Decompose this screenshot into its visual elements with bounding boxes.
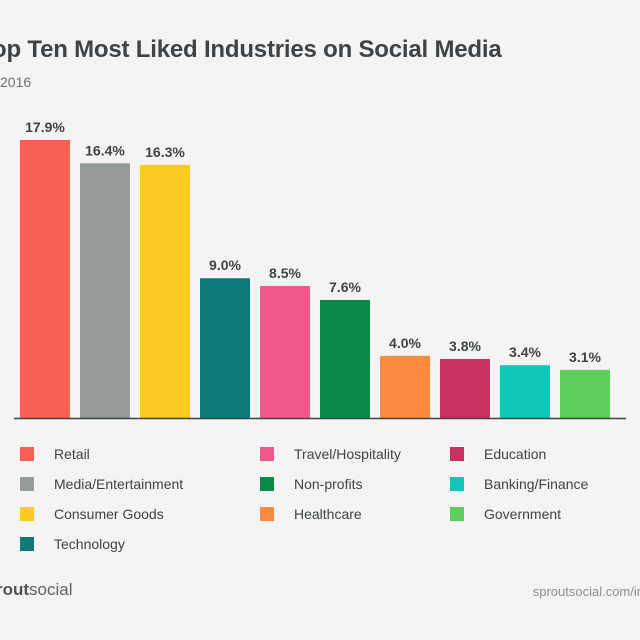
legend-item: Travel/Hospitality — [260, 446, 401, 462]
chart-title: op Ten Most Liked Industries on Social M… — [0, 36, 502, 63]
data-label: 16.4% — [85, 142, 125, 158]
legend-item: Government — [450, 506, 561, 522]
legend-item: Technology — [20, 536, 125, 552]
bar-healthcare — [380, 355, 430, 418]
bar-travel-hospitality — [260, 285, 310, 418]
legend-item: Banking/Finance — [450, 476, 588, 492]
legend-swatch — [450, 477, 464, 491]
legend-label: Media/Entertainment — [54, 476, 184, 492]
legend-label: Consumer Goods — [54, 506, 164, 522]
legend-label: Banking/Finance — [484, 476, 589, 492]
data-label: 4.0% — [389, 335, 421, 351]
legend: Retail Media/Entertainment Consumer Goods T… — [0, 440, 640, 560]
legend-swatch — [260, 447, 274, 461]
legend-swatch — [20, 507, 34, 521]
bar-government — [560, 369, 610, 418]
brand-bold-text: rout — [0, 580, 30, 599]
bar-retail — [20, 140, 70, 418]
legend-swatch — [20, 537, 34, 551]
legend-label: Education — [484, 446, 547, 462]
bar-media-entertainment — [80, 163, 130, 418]
data-label: 3.4% — [509, 344, 541, 360]
data-label: 17.9% — [25, 119, 65, 135]
legend-item: Non-profits — [260, 476, 362, 492]
bar-education — [440, 358, 490, 418]
legend-swatch — [260, 477, 274, 491]
legend-swatch — [20, 447, 34, 461]
source-url: sproutsocial.com/in — [532, 584, 640, 599]
bar-technology — [200, 278, 250, 418]
chart-subtitle: 2016 — [0, 74, 32, 90]
data-label: 7.6% — [329, 279, 361, 295]
legend-swatch — [450, 507, 464, 521]
bar-banking-finance — [500, 365, 550, 418]
data-label: 8.5% — [269, 265, 301, 281]
legend-label: Travel/Hospitality — [294, 446, 401, 462]
data-label: 9.0% — [209, 257, 241, 273]
legend-label: Non-profits — [294, 476, 363, 492]
legend-label: Healthcare — [294, 506, 362, 522]
legend-swatch — [260, 507, 274, 521]
legend-item: Healthcare — [260, 506, 362, 522]
legend-item: Education — [450, 446, 546, 462]
bar-non-profits — [320, 299, 370, 418]
legend-label: Technology — [54, 536, 125, 552]
legend-item: Retail — [20, 446, 90, 462]
legend-item: Media/Entertainment — [20, 476, 183, 492]
legend-item: Consumer Goods — [20, 506, 164, 522]
brand-logo: routsocial — [0, 580, 73, 600]
legend-swatch — [20, 477, 34, 491]
legend-swatch — [450, 447, 464, 461]
legend-label: Government — [484, 506, 562, 522]
brand-rest-text: social — [29, 580, 73, 599]
data-label: 3.8% — [449, 338, 481, 354]
bar-chart: 17.9% 16.4% 16.3% 9.0% 8.5% 7.6% 4.0% 3.8% 3.4% 3… — [14, 119, 626, 420]
data-label: 3.1% — [569, 349, 601, 365]
bar-consumer-goods — [140, 164, 190, 418]
data-label: 16.3% — [145, 144, 185, 160]
legend-label: Retail — [54, 446, 90, 462]
